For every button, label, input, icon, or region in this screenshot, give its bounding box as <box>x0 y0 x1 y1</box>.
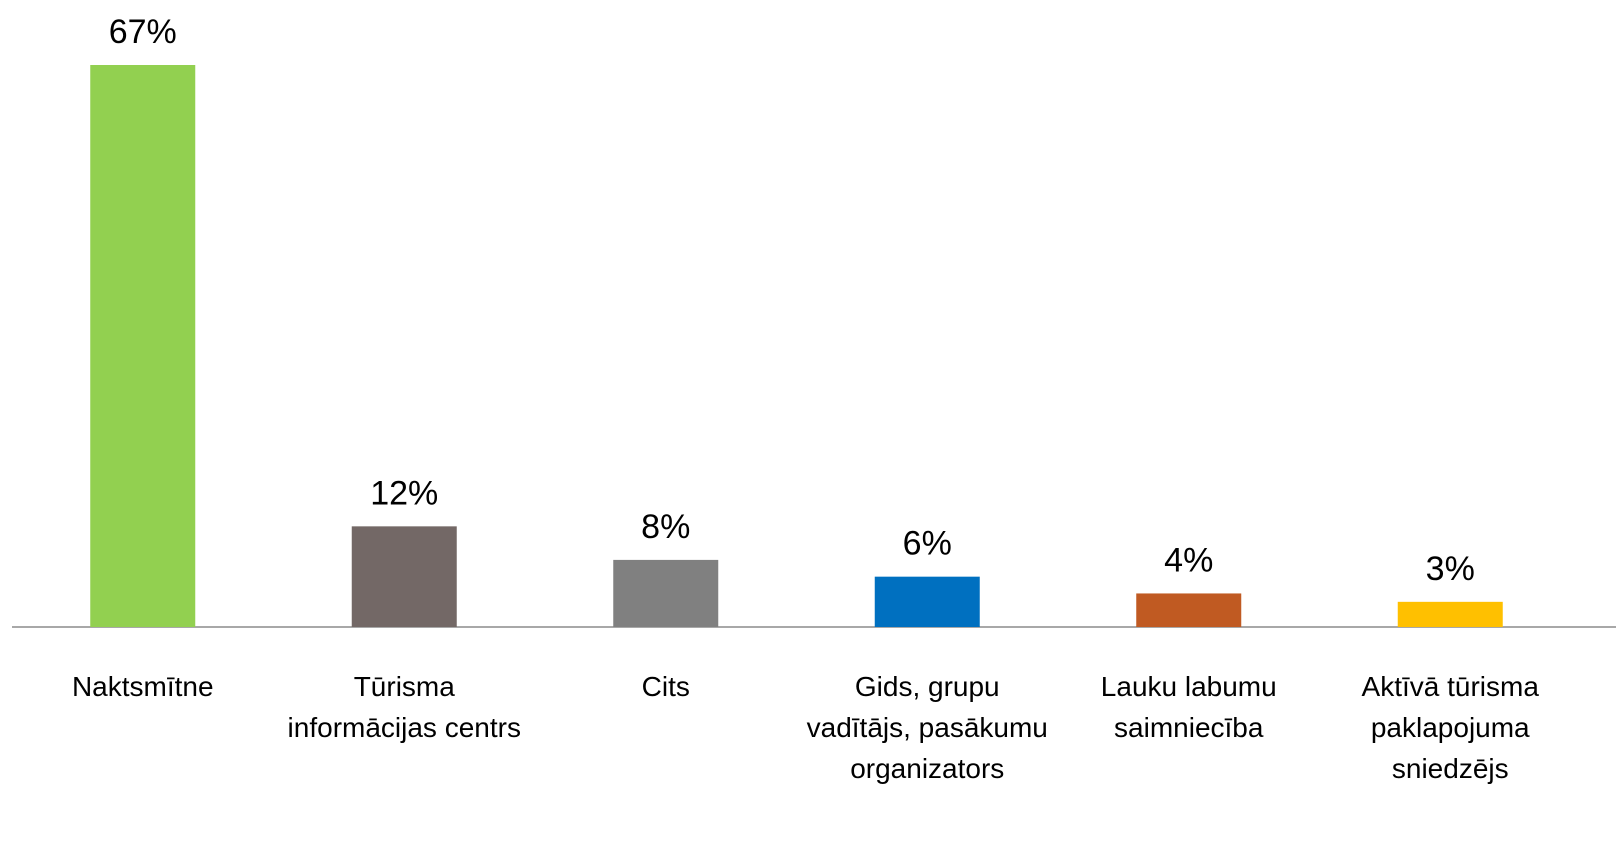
value-label: 8% <box>641 508 690 546</box>
bar <box>90 65 196 627</box>
bar <box>1136 593 1242 627</box>
x-tick-label: Gids, grupu vadītājs, pasākumu organizat… <box>806 671 1048 784</box>
bar <box>351 526 457 627</box>
value-label: 67% <box>109 13 177 51</box>
value-label: 3% <box>1426 550 1475 588</box>
x-tick-label: Lauku labumu saimniecība <box>1100 671 1277 743</box>
bar <box>1397 601 1503 627</box>
x-tick-label: Naktsmītne <box>71 671 214 702</box>
x-tick-label: Aktīvā tūrisma paklapojuma sniedzējs <box>1361 671 1539 784</box>
bar <box>613 559 719 627</box>
value-label: 6% <box>903 525 952 563</box>
x-tick-label: Cits <box>641 671 690 702</box>
bar <box>874 576 980 627</box>
value-label: 12% <box>370 474 438 512</box>
x-tick-label: Tūrisma informācijas centrs <box>287 671 521 743</box>
value-label: 4% <box>1164 541 1213 579</box>
